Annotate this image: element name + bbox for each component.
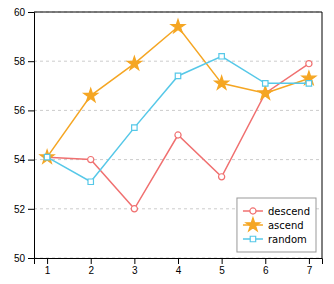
tick-mark — [28, 110, 34, 111]
tick-mark — [28, 258, 34, 259]
tick: 2 — [88, 258, 94, 276]
grid-line — [34, 12, 322, 13]
tick-mark — [309, 258, 310, 264]
tick-mark — [28, 209, 34, 210]
legend-item: ascend — [243, 218, 304, 231]
tick-mark — [91, 258, 92, 264]
series-group — [40, 19, 316, 211]
y-axis: 50 52 54 56 58 60 — [14, 7, 35, 264]
point — [219, 174, 225, 180]
point — [131, 206, 137, 212]
legend-item: descend — [243, 206, 310, 217]
frame — [34, 12, 322, 13]
tick-label: 54 — [14, 154, 26, 165]
legend: descend ascend random — [237, 198, 316, 252]
point — [88, 179, 93, 184]
point — [84, 88, 98, 101]
legend-marker — [250, 208, 256, 214]
tick-label: 60 — [14, 7, 26, 18]
legend-marker — [250, 236, 255, 241]
point — [44, 154, 50, 160]
frame — [322, 12, 323, 258]
tick-label: 50 — [14, 253, 26, 264]
markers — [44, 54, 311, 185]
line — [47, 27, 309, 157]
point — [219, 54, 224, 59]
grid-line — [34, 61, 322, 62]
tick: 54 — [14, 154, 34, 165]
tick: 7 — [307, 258, 313, 276]
point — [88, 157, 94, 163]
tick-mark — [134, 258, 135, 264]
legend-item: random — [243, 234, 307, 245]
tick: 56 — [14, 105, 34, 116]
x-axis: 1 2 3 4 5 6 7 — [35, 258, 323, 276]
tick-mark — [265, 258, 266, 264]
tick-mark — [47, 258, 48, 264]
tick: 58 — [14, 56, 34, 67]
grid — [34, 12, 322, 258]
tick: 3 — [132, 258, 138, 276]
tick: 50 — [14, 253, 34, 264]
tick: 6 — [263, 258, 269, 276]
tick-label: 7 — [307, 265, 313, 276]
axis-line — [35, 259, 323, 265]
tick-label: 4 — [176, 265, 182, 276]
tick-label: 1 — [45, 265, 51, 276]
point — [258, 86, 272, 99]
legend-box — [237, 198, 316, 252]
tick: 52 — [14, 204, 34, 215]
tick-mark — [222, 258, 223, 264]
point — [127, 56, 141, 69]
tick-label: 5 — [219, 265, 225, 276]
plot: 1234567505254565860descendascendrandom — [14, 7, 323, 276]
tick-mark — [28, 61, 34, 62]
point — [44, 154, 49, 159]
tick-mark — [28, 12, 34, 13]
legend-marker — [246, 218, 260, 231]
legend-label: ascend — [268, 220, 304, 231]
tick-label: 56 — [14, 105, 26, 116]
point — [175, 132, 181, 138]
legend-label: random — [268, 234, 307, 245]
point — [175, 73, 180, 78]
tick-mark — [28, 160, 34, 161]
point — [215, 76, 229, 89]
chart: 1234567505254565860descendascendrandom — [0, 0, 334, 284]
point — [306, 81, 311, 86]
tick-label: 58 — [14, 56, 26, 67]
axis-line — [28, 13, 35, 259]
line — [47, 64, 309, 209]
tick-label: 6 — [263, 265, 269, 276]
point — [171, 19, 185, 32]
line — [47, 56, 309, 181]
tick-label: 3 — [132, 265, 138, 276]
markers — [40, 19, 316, 163]
point — [306, 61, 312, 67]
tick-label: 52 — [14, 204, 26, 215]
point — [132, 125, 137, 130]
point — [40, 150, 54, 163]
tick: 1 — [45, 258, 51, 276]
tick: 5 — [219, 258, 225, 276]
tick: 60 — [14, 7, 34, 18]
tick-label: 2 — [88, 265, 94, 276]
point — [263, 81, 268, 86]
tick-mark — [178, 258, 179, 264]
legend-label: descend — [268, 206, 310, 217]
tick: 4 — [176, 258, 182, 276]
grid-line — [34, 110, 322, 111]
